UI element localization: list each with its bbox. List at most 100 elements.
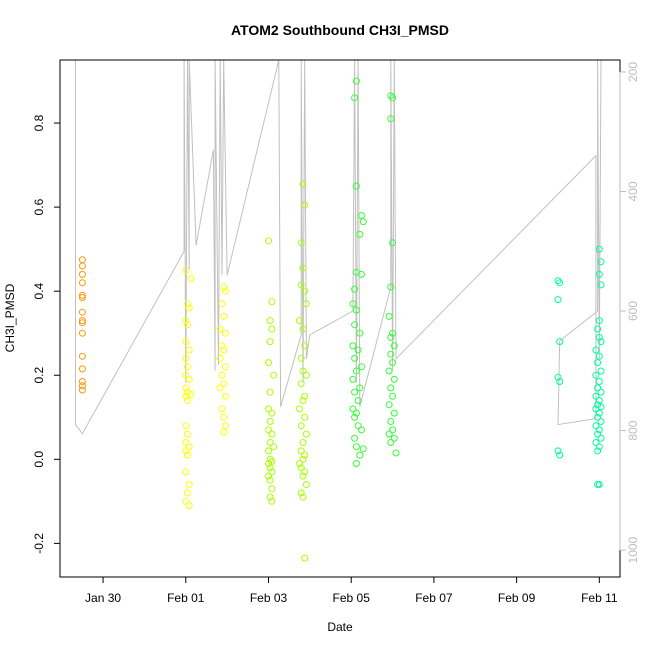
data-point: [592, 371, 600, 379]
data-point: [220, 380, 228, 388]
data-point: [299, 264, 307, 272]
data-point: [184, 430, 191, 438]
data-point: [387, 418, 395, 425]
data-point: [78, 386, 86, 394]
data-point: [352, 77, 360, 85]
data-point: [594, 447, 602, 455]
data-point: [270, 443, 278, 451]
data-point: [351, 413, 359, 421]
data-point: [595, 245, 603, 253]
data-point: [182, 392, 190, 400]
data-point: [299, 325, 307, 333]
data-point: [392, 449, 400, 457]
right-axis: 200 400 600 800 1000: [619, 62, 640, 563]
right-tick-label: 200: [626, 62, 640, 82]
data-point: [78, 270, 86, 278]
data-point: [220, 312, 228, 320]
data-point: [182, 447, 190, 455]
data-point: [556, 378, 564, 385]
data-point: [78, 352, 86, 360]
data-point: [595, 397, 603, 404]
data-point: [184, 321, 191, 329]
data-point: [301, 468, 309, 476]
data-point: [299, 180, 307, 188]
data-point: [185, 443, 193, 451]
data-point: [554, 373, 562, 381]
data-point: [265, 472, 272, 480]
data-point: [216, 354, 224, 362]
data-point: [302, 300, 310, 308]
data-point: [592, 422, 600, 430]
data-point: [78, 291, 86, 299]
data-point: [354, 397, 362, 404]
data-point: [359, 445, 367, 453]
data-point: [556, 279, 564, 287]
y-tick-label: 0.4: [32, 283, 46, 300]
data-point: [301, 342, 309, 350]
data-point: [182, 422, 190, 430]
data-point: [265, 405, 272, 413]
data-point: [265, 237, 272, 245]
data-point: [218, 405, 226, 413]
data-point: [221, 422, 229, 430]
data-point: [597, 367, 605, 375]
data-point: [352, 460, 360, 467]
data-point: [349, 342, 357, 350]
data-point: [352, 182, 360, 190]
data-point: [302, 481, 310, 488]
data-point: [387, 350, 395, 358]
data-point: [554, 296, 562, 304]
data-point: [389, 239, 397, 247]
data-point: [597, 338, 605, 346]
data-point: [184, 300, 191, 308]
data-point: [594, 413, 602, 421]
right-tick-label: 1000: [626, 536, 640, 563]
data-point: [221, 363, 229, 371]
data-point: [354, 346, 362, 354]
data-point: [184, 489, 191, 497]
data-point: [389, 94, 397, 102]
data-point: [266, 439, 274, 446]
data-point: [268, 430, 276, 438]
data-point: [184, 451, 191, 459]
data-point: [299, 439, 307, 446]
data-point: [385, 430, 393, 438]
data-points-layer: [78, 77, 605, 562]
data-point: [182, 354, 190, 362]
data-point: [556, 338, 564, 346]
data-point: [385, 367, 393, 375]
data-point: [268, 468, 276, 476]
data-point: [297, 464, 305, 472]
data-point: [297, 380, 305, 388]
data-point: [390, 434, 398, 442]
x-tick-label: Feb 07: [415, 591, 453, 605]
x-tick-label: Jan 30: [85, 591, 121, 605]
data-point: [218, 342, 226, 350]
data-point: [385, 401, 393, 409]
data-point: [221, 392, 229, 400]
data-point: [265, 447, 272, 455]
data-point: [297, 489, 305, 497]
data-point: [358, 270, 365, 278]
y-tick-label: 0.0: [32, 451, 46, 468]
data-point: [296, 405, 303, 413]
data-point: [266, 476, 274, 484]
data-point: [597, 434, 605, 442]
data-point: [184, 388, 191, 396]
data-point: [187, 275, 195, 283]
data-point: [387, 333, 395, 341]
data-point: [597, 258, 605, 266]
data-point: [297, 239, 305, 247]
data-point: [595, 409, 603, 417]
data-point: [299, 493, 307, 501]
data-point: [296, 460, 303, 467]
data-point: [78, 319, 86, 327]
data-point: [268, 298, 276, 306]
data-point: [387, 92, 395, 100]
x-tick-label: Feb 03: [250, 591, 288, 605]
data-point: [351, 321, 359, 329]
data-point: [354, 422, 362, 430]
data-point: [78, 279, 86, 287]
data-point: [220, 283, 228, 291]
data-point: [389, 329, 397, 337]
